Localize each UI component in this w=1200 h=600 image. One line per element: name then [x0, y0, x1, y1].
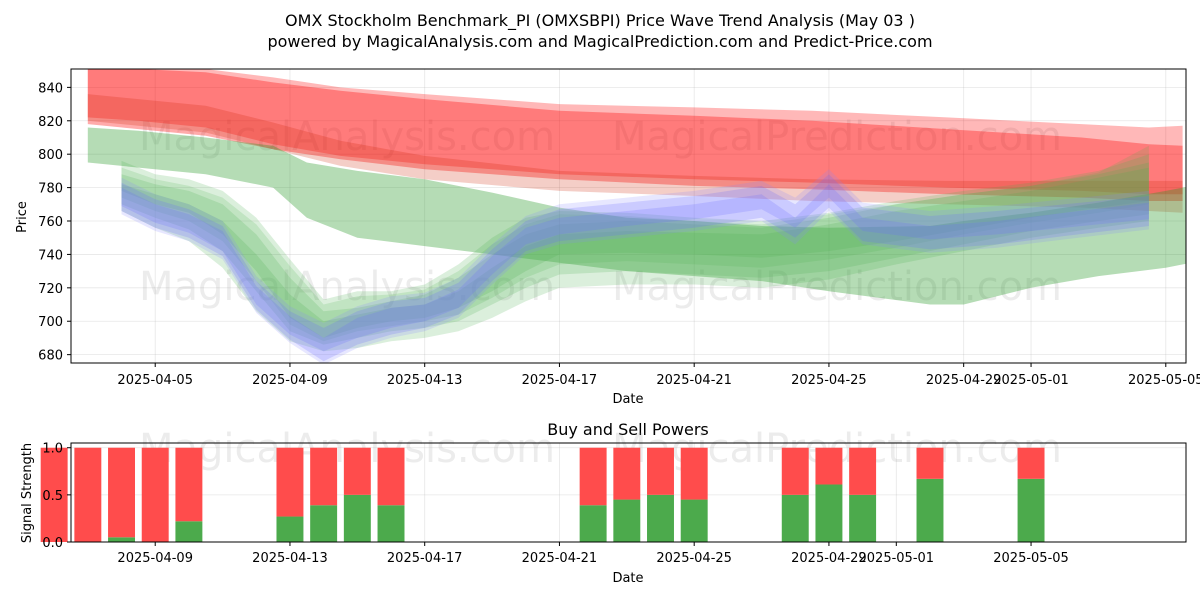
bottom-x-tick-label-7: 2025-05-05: [993, 551, 1069, 566]
buy-bar-16: [916, 478, 944, 542]
top-watermark-3: MagicalPrediction.com: [612, 264, 1062, 310]
buy-bar-7: [343, 494, 371, 542]
buy-bar-10: [613, 499, 641, 542]
bottom-x-tick-label-2: 2025-04-17: [387, 551, 463, 566]
top-y-tick-label-6: 800: [38, 148, 63, 163]
top-x-tick-label-0: 2025-04-05: [117, 373, 193, 388]
sell-bar-2: [108, 447, 136, 538]
top-plot-frame: [70, 68, 1187, 364]
price-wave-plot: MagicalAnalysis.com MagicalPrediction.com…: [38, 68, 1200, 388]
sell-bar-15: [849, 447, 877, 495]
top-x-tick-label-5: 2025-04-25: [791, 373, 867, 388]
top-y-tick-label-3: 740: [38, 248, 63, 263]
sell-bar-7: [343, 447, 371, 495]
bottom-plot-frame: [70, 442, 1187, 543]
top-x-axis-label: Date: [612, 392, 643, 407]
bottom-chart-title: Buy and Sell Powers: [547, 420, 709, 439]
bottom-x-tick-label-3: 2025-04-21: [522, 551, 598, 566]
bottom-y-axis-label: Signal Strength: [20, 443, 35, 543]
red-forecast-core: [87, 94, 1183, 213]
top-x-tick-label-2: 2025-04-13: [387, 373, 463, 388]
top-y-tick-label-7: 820: [38, 115, 63, 130]
green-wave-2: [121, 162, 1149, 345]
top-x-tick-label-3: 2025-04-17: [522, 373, 598, 388]
bottom-x-tick-label-4: 2025-04-25: [656, 551, 732, 566]
top-x-tick-label-1: 2025-04-09: [252, 373, 328, 388]
bottom-x-tick-label-5: 2025-04-29: [791, 551, 867, 566]
bottom-x-tick-label-0: 2025-04-09: [117, 551, 193, 566]
buy-bar-11: [647, 494, 674, 542]
bottom-x-tick-label-1: 2025-04-13: [252, 551, 328, 566]
red-forecast-main: [87, 69, 1183, 201]
chart-title-line1: OMX Stockholm Benchmark_PI (OMXSBPI) Pri…: [285, 11, 915, 31]
buy-bar-5: [276, 516, 304, 542]
top-x-tick-label-7: 2025-05-01: [993, 373, 1069, 388]
green-wave-1: [121, 154, 1149, 338]
buy-bar-13: [781, 494, 809, 542]
bottom-y-tick-label-2: 1.0: [42, 442, 63, 457]
bottom-x-axis-label: Date: [612, 571, 643, 586]
top-watermark-0: MagicalAnalysis.com: [139, 114, 555, 160]
blue-wave-1: [121, 174, 1149, 352]
top-x-tick-label-4: 2025-04-21: [656, 373, 732, 388]
sell-bar-14: [815, 447, 843, 485]
green-wide-band: [87, 127, 1186, 305]
top-y-tick-label-4: 760: [38, 215, 63, 230]
top-y-tick-label-1: 700: [38, 315, 63, 330]
top-y-tick-label-2: 720: [38, 282, 63, 297]
sell-bar-12: [680, 447, 708, 500]
top-watermark-2: MagicalAnalysis.com: [139, 264, 555, 310]
sell-bar-3: [141, 447, 169, 542]
red-forecast-upper: [87, 69, 1183, 195]
sell-bar-4: [175, 447, 203, 522]
sell-bar-11: [647, 447, 674, 495]
buy-bar-14: [815, 484, 843, 542]
sell-bar-6: [310, 447, 338, 506]
blue-wave-3: [121, 169, 1149, 363]
sell-bar-5: [276, 447, 304, 517]
bottom-y-tick-label-1: 0.5: [42, 489, 63, 504]
buy-bar-8: [377, 505, 405, 542]
buy-bar-2: [108, 537, 136, 542]
top-x-tick-label-8: 2025-05-05: [1128, 373, 1200, 388]
sell-bar-8: [377, 447, 405, 506]
top-x-tick-label-6: 2025-04-29: [926, 373, 1002, 388]
buy-bar-12: [680, 499, 708, 542]
buy-bar-15: [849, 494, 877, 542]
bottom-y-tick-label-0: 0.0: [42, 536, 63, 551]
buy-bar-9: [579, 505, 607, 542]
buy-sell-power-plot: MagicalAnalysis.comMagicalPrediction.com…: [40, 426, 1187, 566]
top-watermark-1: MagicalPrediction.com: [612, 114, 1062, 160]
sell-bar-16: [916, 447, 944, 479]
sell-bar-0: [40, 447, 68, 542]
buy-bar-17: [1017, 478, 1045, 542]
band-layer: [87, 69, 1186, 363]
buy-bar-4: [175, 521, 203, 542]
green-wave-3: [121, 167, 1149, 352]
sell-bar-1: [74, 447, 102, 542]
sell-bar-10: [613, 447, 641, 500]
chart-title-line2: powered by MagicalAnalysis.com and Magic…: [267, 32, 932, 51]
top-y-tick-label-5: 780: [38, 182, 63, 197]
sell-bar-17: [1017, 447, 1045, 479]
top-y-tick-label-0: 680: [38, 349, 63, 364]
blue-wave-2: [121, 184, 1149, 362]
top-y-tick-label-8: 840: [38, 81, 63, 96]
sell-bar-13: [781, 447, 809, 495]
buy-bar-6: [310, 505, 338, 542]
bottom-x-tick-label-6: 2025-05-01: [859, 551, 935, 566]
sell-bar-9: [579, 447, 607, 506]
top-y-axis-label: Price: [15, 201, 30, 233]
green-wave-4: [121, 145, 1149, 342]
